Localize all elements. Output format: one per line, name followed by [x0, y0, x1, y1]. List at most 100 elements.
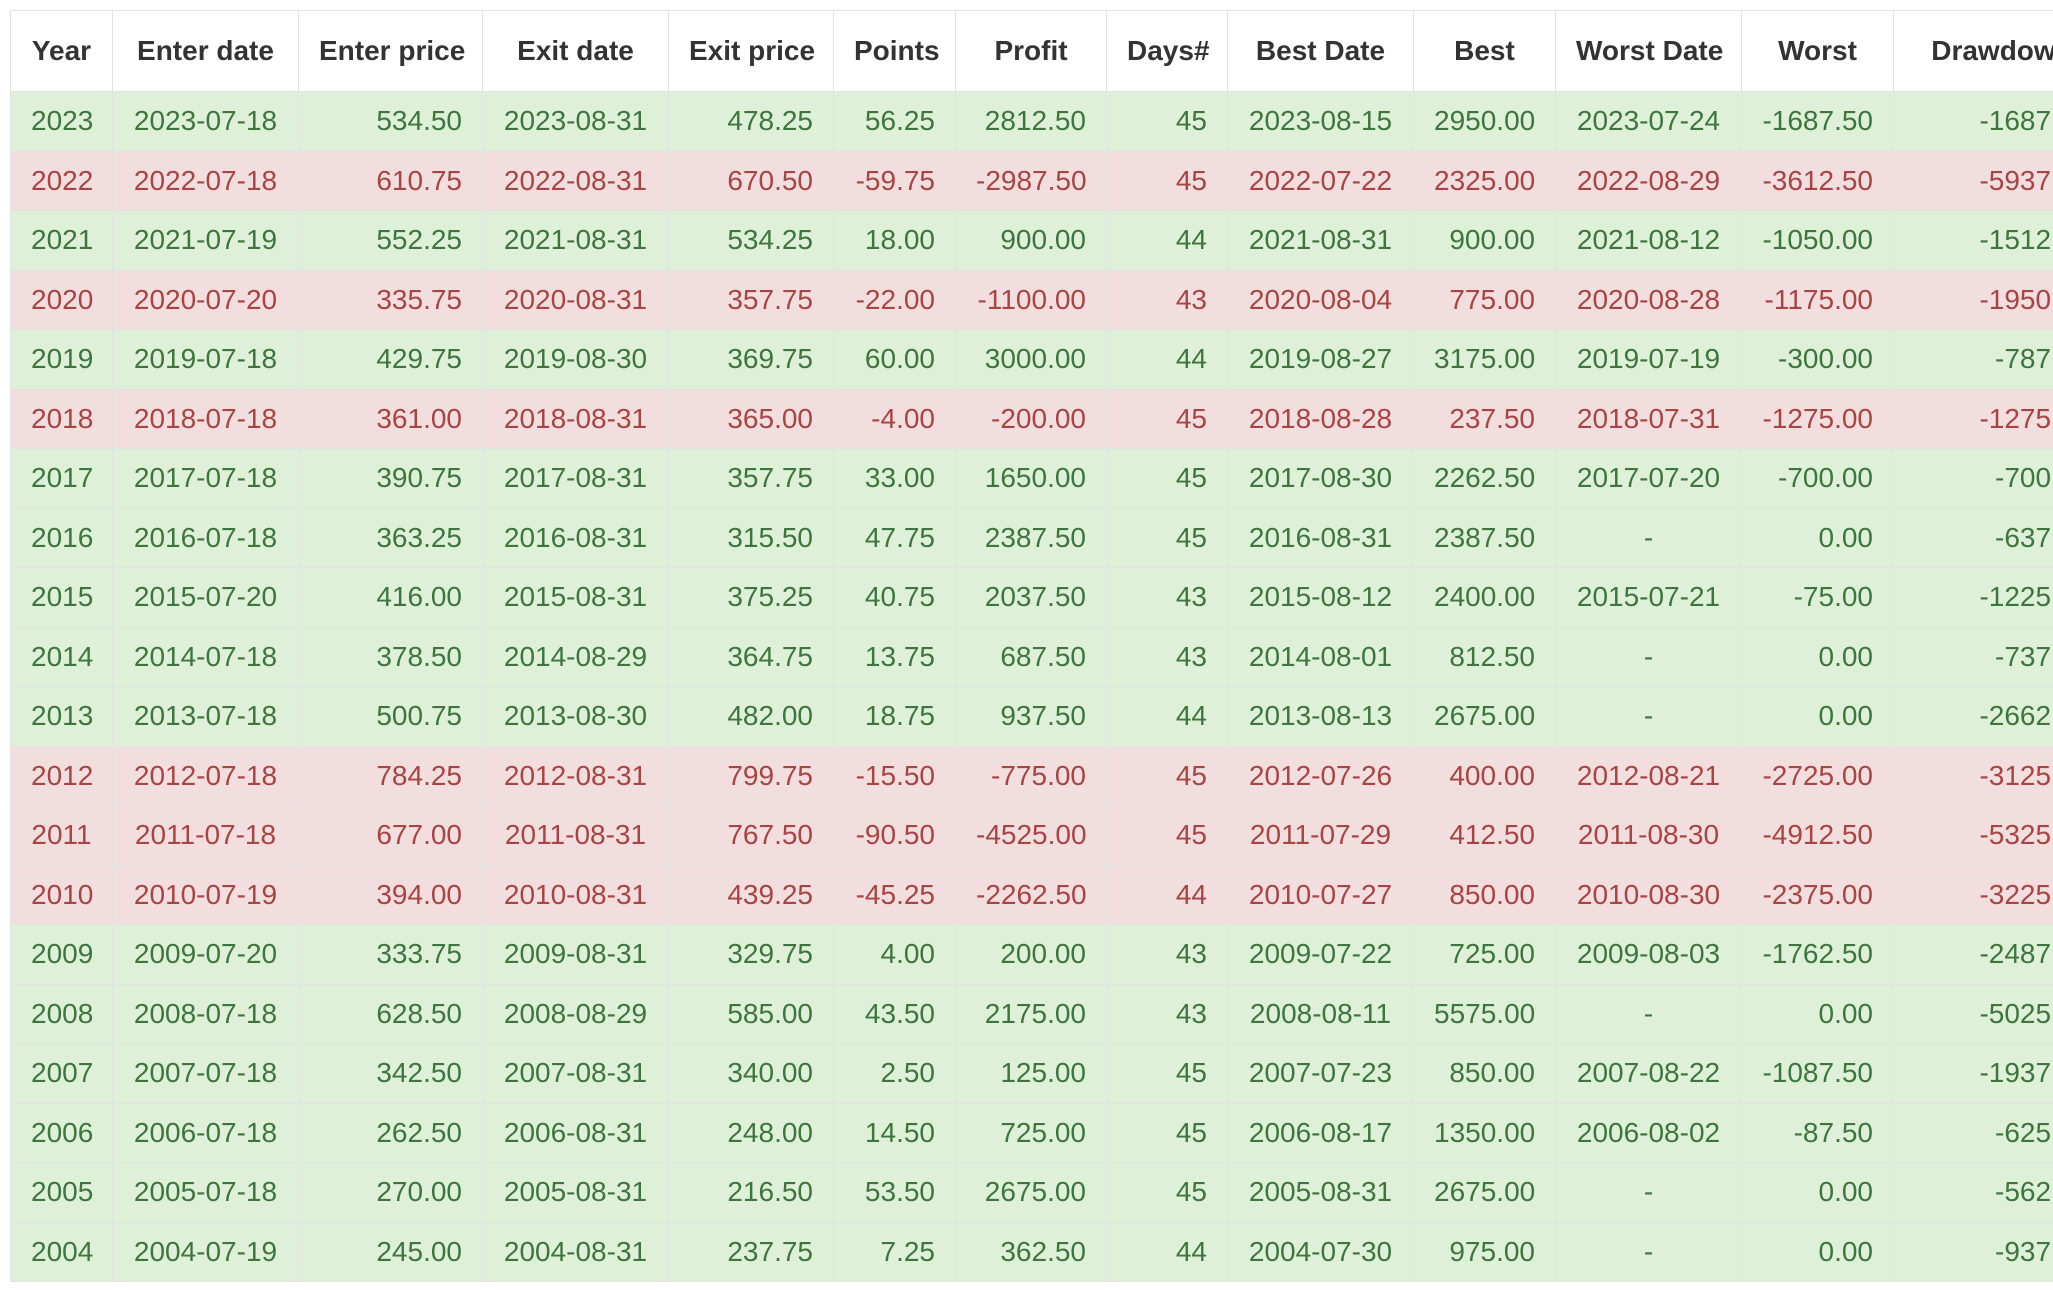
- cell-worst: -4912.50: [1741, 805, 1894, 866]
- cell-best: 2675.00: [1413, 686, 1556, 747]
- cell-days: 43: [1106, 567, 1228, 628]
- cell-year: 2018: [10, 388, 113, 449]
- column-header-exit-date[interactable]: Exit date: [482, 10, 669, 92]
- cell-enter-date: 2005-07-18: [112, 1162, 299, 1223]
- cell-year: 2021: [10, 210, 113, 271]
- cell-best-date: 2006-08-17: [1227, 1102, 1414, 1163]
- cell-profit: 2175.00: [955, 983, 1107, 1044]
- cell-best: 725.00: [1413, 924, 1556, 985]
- cell-profit: -4525.00: [955, 805, 1107, 866]
- cell-days: 44: [1106, 329, 1228, 390]
- cell-best-date: 2014-08-01: [1227, 626, 1414, 687]
- cell-drawdown: -5937.50: [1893, 150, 2053, 211]
- cell-points: -59.75: [833, 150, 956, 211]
- cell-profit: 725.00: [955, 1102, 1107, 1163]
- cell-worst: -75.00: [1741, 567, 1894, 628]
- cell-drawdown: -562.50: [1893, 1162, 2053, 1223]
- column-header-exit-price[interactable]: Exit price: [668, 10, 834, 92]
- cell-profit: 200.00: [955, 924, 1107, 985]
- cell-enter-price: 784.25: [298, 745, 483, 806]
- cell-worst: -2725.00: [1741, 745, 1894, 806]
- cell-year: 2006: [10, 1102, 113, 1163]
- cell-drawdown: -1950.00: [1893, 269, 2053, 330]
- cell-best: 2387.50: [1413, 507, 1556, 568]
- cell-worst-date: -: [1555, 507, 1742, 568]
- cell-exit-date: 2010-08-31: [482, 864, 669, 925]
- column-header-year[interactable]: Year: [10, 10, 113, 92]
- cell-profit: -775.00: [955, 745, 1107, 806]
- cell-days: 45: [1106, 388, 1228, 449]
- cell-points: 56.25: [833, 91, 956, 152]
- table-row: 2006 2006-07-18 262.50 2006-08-31 248.00 14.5…: [10, 1102, 2053, 1163]
- column-header-worst[interactable]: Worst: [1741, 10, 1894, 92]
- cell-enter-price: 677.00: [298, 805, 483, 866]
- cell-exit-price: 216.50: [668, 1162, 834, 1223]
- column-header-worst-date[interactable]: Worst Date: [1555, 10, 1742, 92]
- cell-year: 2017: [10, 448, 113, 509]
- cell-enter-price: 270.00: [298, 1162, 483, 1223]
- cell-year: 2008: [10, 983, 113, 1044]
- cell-year: 2013: [10, 686, 113, 747]
- cell-days: 45: [1106, 150, 1228, 211]
- table-body: 2023 2023-07-18 534.50 2023-08-31 478.25 56.2…: [10, 91, 2053, 1282]
- cell-exit-date: 2015-08-31: [482, 567, 669, 628]
- cell-profit: 937.50: [955, 686, 1107, 747]
- column-header-profit[interactable]: Profit: [955, 10, 1107, 92]
- column-header-best[interactable]: Best: [1413, 10, 1556, 92]
- cell-year: 2016: [10, 507, 113, 568]
- cell-enter-date: 2020-07-20: [112, 269, 299, 330]
- column-header-enter-price[interactable]: Enter price: [298, 10, 483, 92]
- cell-worst: -3612.50: [1741, 150, 1894, 211]
- cell-worst: -300.00: [1741, 329, 1894, 390]
- cell-exit-price: 482.00: [668, 686, 834, 747]
- cell-enter-date: 2011-07-18: [112, 805, 299, 866]
- column-header-days[interactable]: Days#: [1106, 10, 1228, 92]
- column-header-points[interactable]: Points: [833, 10, 956, 92]
- cell-profit: 125.00: [955, 1043, 1107, 1104]
- cell-worst: 0.00: [1741, 626, 1894, 687]
- cell-drawdown: -787.50: [1893, 329, 2053, 390]
- cell-worst-date: 2007-08-22: [1555, 1043, 1742, 1104]
- cell-drawdown: -5325.00: [1893, 805, 2053, 866]
- cell-best-date: 2011-07-29: [1227, 805, 1414, 866]
- cell-exit-price: 329.75: [668, 924, 834, 985]
- cell-worst: -1050.00: [1741, 210, 1894, 271]
- cell-year: 2004: [10, 1221, 113, 1282]
- cell-drawdown: -3125.00: [1893, 745, 2053, 806]
- cell-points: 18.00: [833, 210, 956, 271]
- cell-days: 45: [1106, 1102, 1228, 1163]
- cell-exit-date: 2022-08-31: [482, 150, 669, 211]
- cell-exit-price: 248.00: [668, 1102, 834, 1163]
- cell-exit-price: 357.75: [668, 269, 834, 330]
- cell-worst-date: 2010-08-30: [1555, 864, 1742, 925]
- cell-drawdown: -1937.50: [1893, 1043, 2053, 1104]
- cell-best-date: 2022-07-22: [1227, 150, 1414, 211]
- cell-best: 1350.00: [1413, 1102, 1556, 1163]
- cell-days: 44: [1106, 210, 1228, 271]
- cell-exit-date: 2009-08-31: [482, 924, 669, 985]
- cell-points: 53.50: [833, 1162, 956, 1223]
- cell-enter-date: 2018-07-18: [112, 388, 299, 449]
- column-header-drawdown[interactable]: Drawdown: [1893, 10, 2053, 92]
- cell-worst-date: -: [1555, 626, 1742, 687]
- cell-exit-price: 670.50: [668, 150, 834, 211]
- cell-enter-date: 2017-07-18: [112, 448, 299, 509]
- cell-days: 45: [1106, 1043, 1228, 1104]
- cell-exit-price: 315.50: [668, 507, 834, 568]
- column-header-best-date[interactable]: Best Date: [1227, 10, 1414, 92]
- cell-worst: 0.00: [1741, 1221, 1894, 1282]
- cell-worst: 0.00: [1741, 686, 1894, 747]
- cell-best: 2262.50: [1413, 448, 1556, 509]
- cell-exit-date: 2020-08-31: [482, 269, 669, 330]
- cell-enter-price: 262.50: [298, 1102, 483, 1163]
- cell-days: 44: [1106, 686, 1228, 747]
- column-header-enter-date[interactable]: Enter date: [112, 10, 299, 92]
- cell-worst: -1762.50: [1741, 924, 1894, 985]
- table-row: 2011 2011-07-18 677.00 2011-08-31 767.50 -90.…: [10, 805, 2053, 866]
- cell-drawdown: -700.00: [1893, 448, 2053, 509]
- cell-drawdown: -1225.00: [1893, 567, 2053, 628]
- cell-enter-date: 2022-07-18: [112, 150, 299, 211]
- cell-enter-date: 2007-07-18: [112, 1043, 299, 1104]
- cell-enter-price: 390.75: [298, 448, 483, 509]
- cell-enter-price: 500.75: [298, 686, 483, 747]
